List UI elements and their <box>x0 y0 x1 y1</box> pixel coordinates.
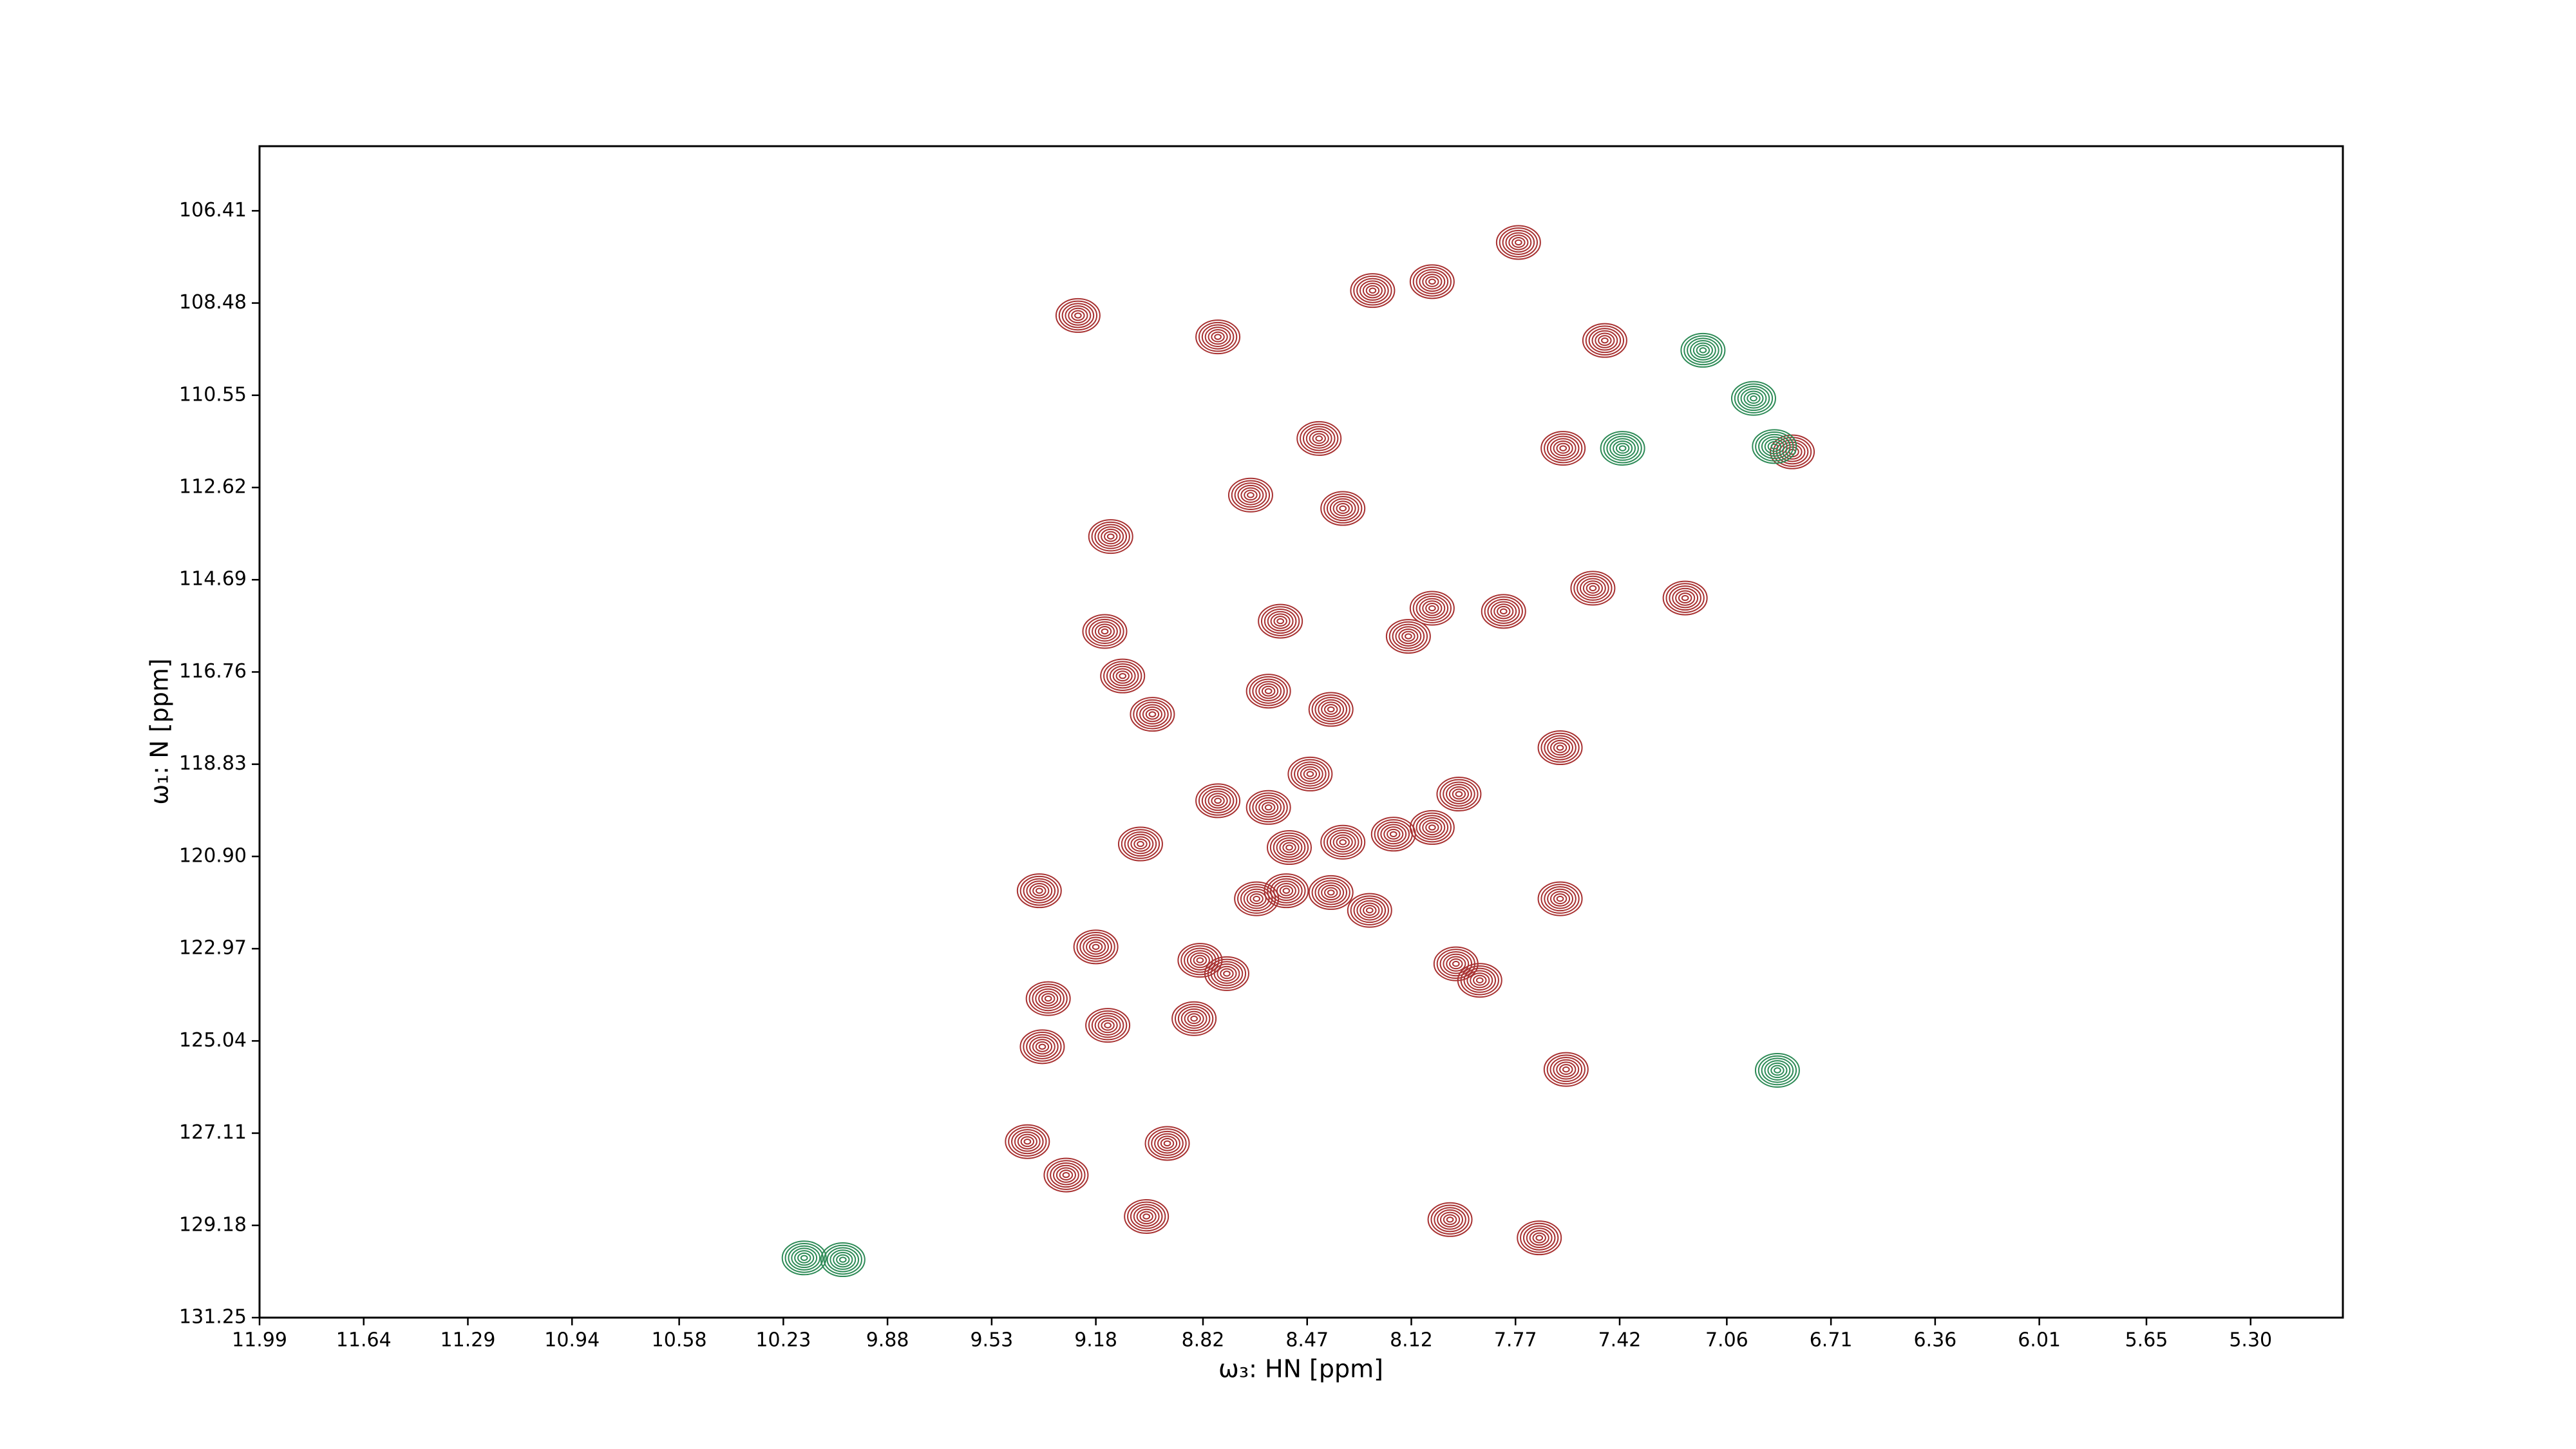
peak <box>1320 491 1366 526</box>
peak <box>1055 298 1101 333</box>
peak <box>1436 777 1482 812</box>
x-tick-label: 5.65 <box>2125 1329 2168 1352</box>
y-tick-label: 125.04 <box>179 1029 247 1052</box>
x-tick-label: 8.82 <box>1182 1329 1225 1352</box>
x-tick-label: 7.06 <box>1705 1329 1748 1352</box>
x-tick-label: 6.36 <box>1913 1329 1956 1352</box>
peak <box>1540 431 1586 466</box>
peak <box>1409 264 1455 299</box>
y-tick-label: 127.11 <box>179 1121 247 1144</box>
peak <box>1195 319 1241 355</box>
y-tick-label: 122.97 <box>179 937 247 960</box>
peak <box>1100 658 1146 694</box>
y-tick-label: 114.69 <box>179 568 247 591</box>
peak <box>1088 519 1133 554</box>
peak <box>1570 571 1616 606</box>
peak <box>1177 943 1223 978</box>
peak <box>1409 591 1455 626</box>
peak <box>1543 1052 1589 1087</box>
peak <box>1495 225 1541 260</box>
x-tick-label: 9.18 <box>1074 1329 1117 1352</box>
peak <box>1347 893 1392 928</box>
peak <box>1234 881 1280 916</box>
peak <box>1752 429 1797 464</box>
y-tick-label: 131.25 <box>179 1306 247 1329</box>
x-tick-label: 5.30 <box>2229 1329 2272 1352</box>
peak <box>1025 981 1071 1016</box>
peak <box>1582 323 1627 358</box>
peak <box>1320 824 1366 860</box>
y-tick-label: 106.41 <box>179 199 247 222</box>
peak <box>1130 697 1175 732</box>
peak <box>1245 790 1291 825</box>
peak <box>1171 1001 1217 1036</box>
x-tick-label: 11.29 <box>440 1329 496 1352</box>
x-tick-label: 8.12 <box>1390 1329 1433 1352</box>
peak <box>1227 477 1273 513</box>
peak <box>1144 1126 1190 1161</box>
y-tick-label: 112.62 <box>179 475 247 498</box>
peak <box>1005 1124 1050 1159</box>
peak <box>1350 273 1396 308</box>
x-tick-label: 10.94 <box>544 1329 600 1352</box>
x-tick-label: 9.88 <box>866 1329 909 1352</box>
peak <box>1385 619 1431 654</box>
peak <box>1117 826 1163 862</box>
x-axis-label: ω₃: HN [ppm] <box>1218 1355 1383 1383</box>
peak <box>1264 873 1309 909</box>
x-tick-label: 8.47 <box>1285 1329 1329 1352</box>
plot-frame <box>258 145 2344 1319</box>
y-tick-label: 116.76 <box>179 660 247 683</box>
peak <box>1457 963 1502 998</box>
peak <box>1370 817 1416 852</box>
peak <box>1019 1029 1065 1065</box>
peak <box>1267 830 1312 866</box>
peak <box>1287 756 1333 791</box>
peak <box>1662 580 1708 616</box>
peak <box>1754 1053 1800 1088</box>
peak <box>1073 929 1119 965</box>
peak <box>1730 381 1776 416</box>
peak <box>1016 873 1062 909</box>
y-tick-label: 129.18 <box>179 1213 247 1236</box>
peak <box>1296 421 1342 456</box>
peak <box>1308 875 1354 910</box>
y-axis-label: ω₁: N [ppm] <box>146 658 174 804</box>
peak <box>781 1240 827 1276</box>
x-tick-label: 10.58 <box>652 1329 707 1352</box>
peak <box>1680 332 1726 368</box>
peak <box>1600 431 1645 466</box>
peak <box>1308 692 1354 727</box>
x-tick-label: 7.77 <box>1494 1329 1537 1352</box>
peak <box>1258 603 1303 639</box>
y-tick-label: 110.55 <box>179 383 247 406</box>
x-tick-label: 9.53 <box>970 1329 1013 1352</box>
peak <box>1245 674 1291 709</box>
y-tick-label: 120.90 <box>179 844 247 867</box>
peak <box>1082 614 1128 649</box>
peak <box>1204 956 1249 991</box>
x-tick-label: 6.71 <box>1810 1329 1853 1352</box>
peak <box>1085 1008 1131 1043</box>
peak <box>820 1242 866 1278</box>
x-tick-label: 6.01 <box>2018 1329 2061 1352</box>
x-tick-label: 7.42 <box>1598 1329 1642 1352</box>
peak <box>1537 730 1583 766</box>
peak <box>1124 1198 1170 1234</box>
peak <box>1409 810 1455 845</box>
x-tick-label: 11.64 <box>336 1329 392 1352</box>
peak <box>1433 946 1479 981</box>
peak <box>1043 1157 1089 1193</box>
peak <box>1195 783 1241 819</box>
peak <box>1427 1202 1473 1237</box>
x-tick-label: 11.99 <box>232 1329 287 1352</box>
y-tick-label: 108.48 <box>179 291 247 314</box>
x-tick-label: 10.23 <box>755 1329 811 1352</box>
peak <box>1481 594 1526 629</box>
y-tick-label: 118.83 <box>179 752 247 775</box>
peak <box>1517 1220 1562 1256</box>
peak <box>1537 881 1583 916</box>
